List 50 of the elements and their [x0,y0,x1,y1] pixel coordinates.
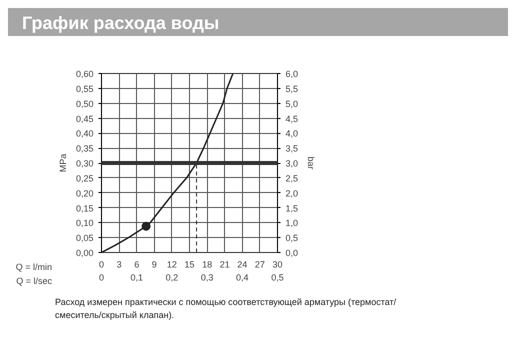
y2-tick-label: 0,0 [286,248,298,258]
x-tick-label: 21 [220,260,230,270]
x-axis-title: Q = l/min [16,262,52,272]
x2-tick-label: 0,1 [130,272,143,282]
y-tick-label: 0,25 [76,173,94,184]
y2-tick-label: 5,0 [286,98,298,109]
y-tick-label: 0,15 [76,203,94,214]
y2-tick-label: 1,0 [286,218,298,228]
y-tick-label: 0,45 [76,114,94,124]
y2-tick-label: 1,5 [286,203,298,214]
text: Расход измерен практически с помощью соответствующей арматуры (термостат/ смеситель/скрытый клапан). [55,296,396,322]
y-tick-label: 0,05 [76,233,94,244]
line-series [102,74,234,252]
y2-tick-label: 3,5 [286,144,298,154]
y-tick-label: 0,60 [76,69,94,79]
y-tick-label: 0,35 [76,144,94,154]
y-tick-label: 0,10 [76,218,94,228]
y-tick-label: 0,30 [76,158,94,168]
chart-title: График расхода воды [22,12,220,35]
y2-tick-label: 2,0 [286,188,298,198]
y-tick-label: 0,40 [76,128,94,139]
y-tick-label: 0,55 [76,84,94,94]
y-axis-title: MPa [58,154,68,172]
y-tick-label: 0,00 [76,248,94,258]
x-tick-label: 30 [272,260,283,270]
x-tick-label: 3 [116,260,122,270]
x2-axis-title: Q = l/sec [16,276,52,286]
x2-tick-label: 0,3 [200,272,214,282]
y-tick-label: 0,50 [76,98,94,109]
x2-tick-label: 0 [98,272,104,282]
x2-tick-label: 0,5 [271,272,284,282]
y2-tick-label: 0,5 [286,233,298,244]
x2-tick-label: 0,2 [166,272,178,282]
x-tick-label: 27 [254,260,265,270]
y2-tick-label: 3,0 [286,158,298,168]
x-tick-label: 24 [237,260,248,270]
x-tick-label: 15 [184,260,195,270]
x2-tick-label: 0,4 [236,272,249,282]
y2-tick-label: 4,0 [286,128,298,139]
x-tick-label: 0 [98,260,104,270]
y-tick-label: 0,20 [76,188,94,198]
y2-tick-label: 2,5 [286,173,298,184]
x-tick-label: 12 [166,260,177,270]
x-tick-label: 9 [152,260,157,270]
y2-axis-title: bar [306,156,316,170]
x-tick-label: 18 [202,260,212,270]
y2-tick-label: 4,5 [286,114,298,124]
y2-tick-label: 5,5 [286,84,298,94]
y2-tick-label: 6,0 [286,69,298,79]
x-tick-label: 6 [134,260,140,270]
